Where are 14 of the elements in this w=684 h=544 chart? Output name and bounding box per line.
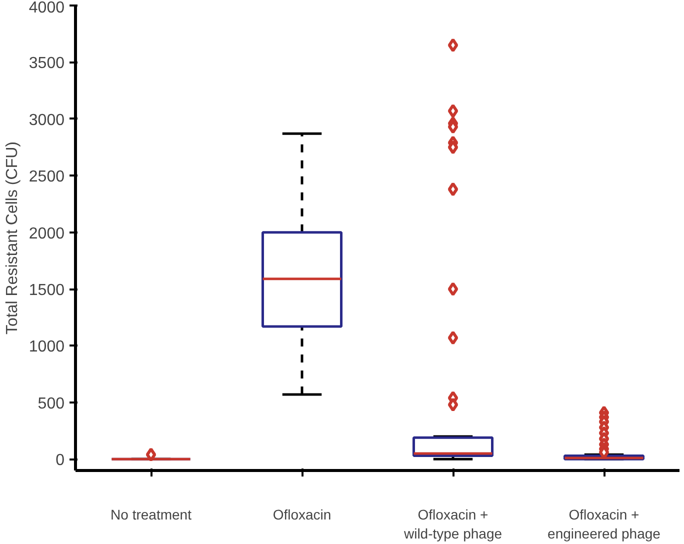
y-tick-label: 2000	[28, 225, 65, 242]
x-tick-label: Ofloxacin + engineered phage	[548, 506, 661, 542]
y-tick-label: 1000	[28, 338, 65, 356]
x-tick-label: Ofloxacin + wild-type phage	[402, 506, 502, 542]
y-axis-title: Total Resistant Cells (CFU)	[4, 142, 21, 334]
y-tick-label: 500	[38, 395, 65, 412]
x-tick-label: Ofloxacin	[272, 506, 332, 522]
y-tick-label: 4000	[28, 0, 65, 16]
y-tick-label: 3000	[28, 112, 65, 129]
y-tick-label: 0	[56, 452, 65, 470]
y-tick-label: 2500	[28, 168, 65, 186]
y-tick-label: 1500	[28, 282, 65, 300]
x-tick-label: No treatment	[110, 506, 192, 522]
y-tick-label: 3500	[28, 55, 65, 72]
